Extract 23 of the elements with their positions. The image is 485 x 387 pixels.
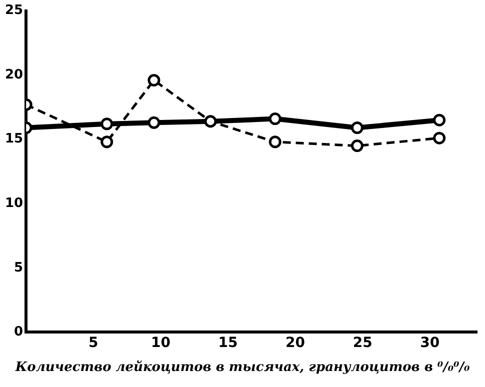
point <box>148 74 160 86</box>
x-tick-label: 10 <box>150 335 171 352</box>
point <box>350 122 364 134</box>
y-tick-label: 10 <box>4 196 24 212</box>
point <box>433 114 446 126</box>
x-tick-label: 5 <box>88 335 98 352</box>
x-axis-title: Количество лейкоцитов в тысячах, гранулоцитов в ⁰/₀⁰/₀ <box>14 360 471 375</box>
x-tick-label: 15 <box>218 335 238 352</box>
x-tick-label: 30 <box>420 335 440 352</box>
y-tick-label: 20 <box>4 67 24 82</box>
point <box>268 136 282 148</box>
y-tick-label: 5 <box>14 260 24 276</box>
point <box>433 132 446 144</box>
x-tick-label: 20 <box>286 335 306 352</box>
y-tick-label: 25 <box>4 3 24 18</box>
point <box>148 116 160 129</box>
point <box>100 136 114 148</box>
y-tick-label: 15 <box>4 132 24 147</box>
point <box>100 118 114 130</box>
x-tick-label: 25 <box>352 335 372 352</box>
y-tick-label: 0 <box>14 324 24 340</box>
point <box>268 112 282 126</box>
point <box>350 140 364 152</box>
